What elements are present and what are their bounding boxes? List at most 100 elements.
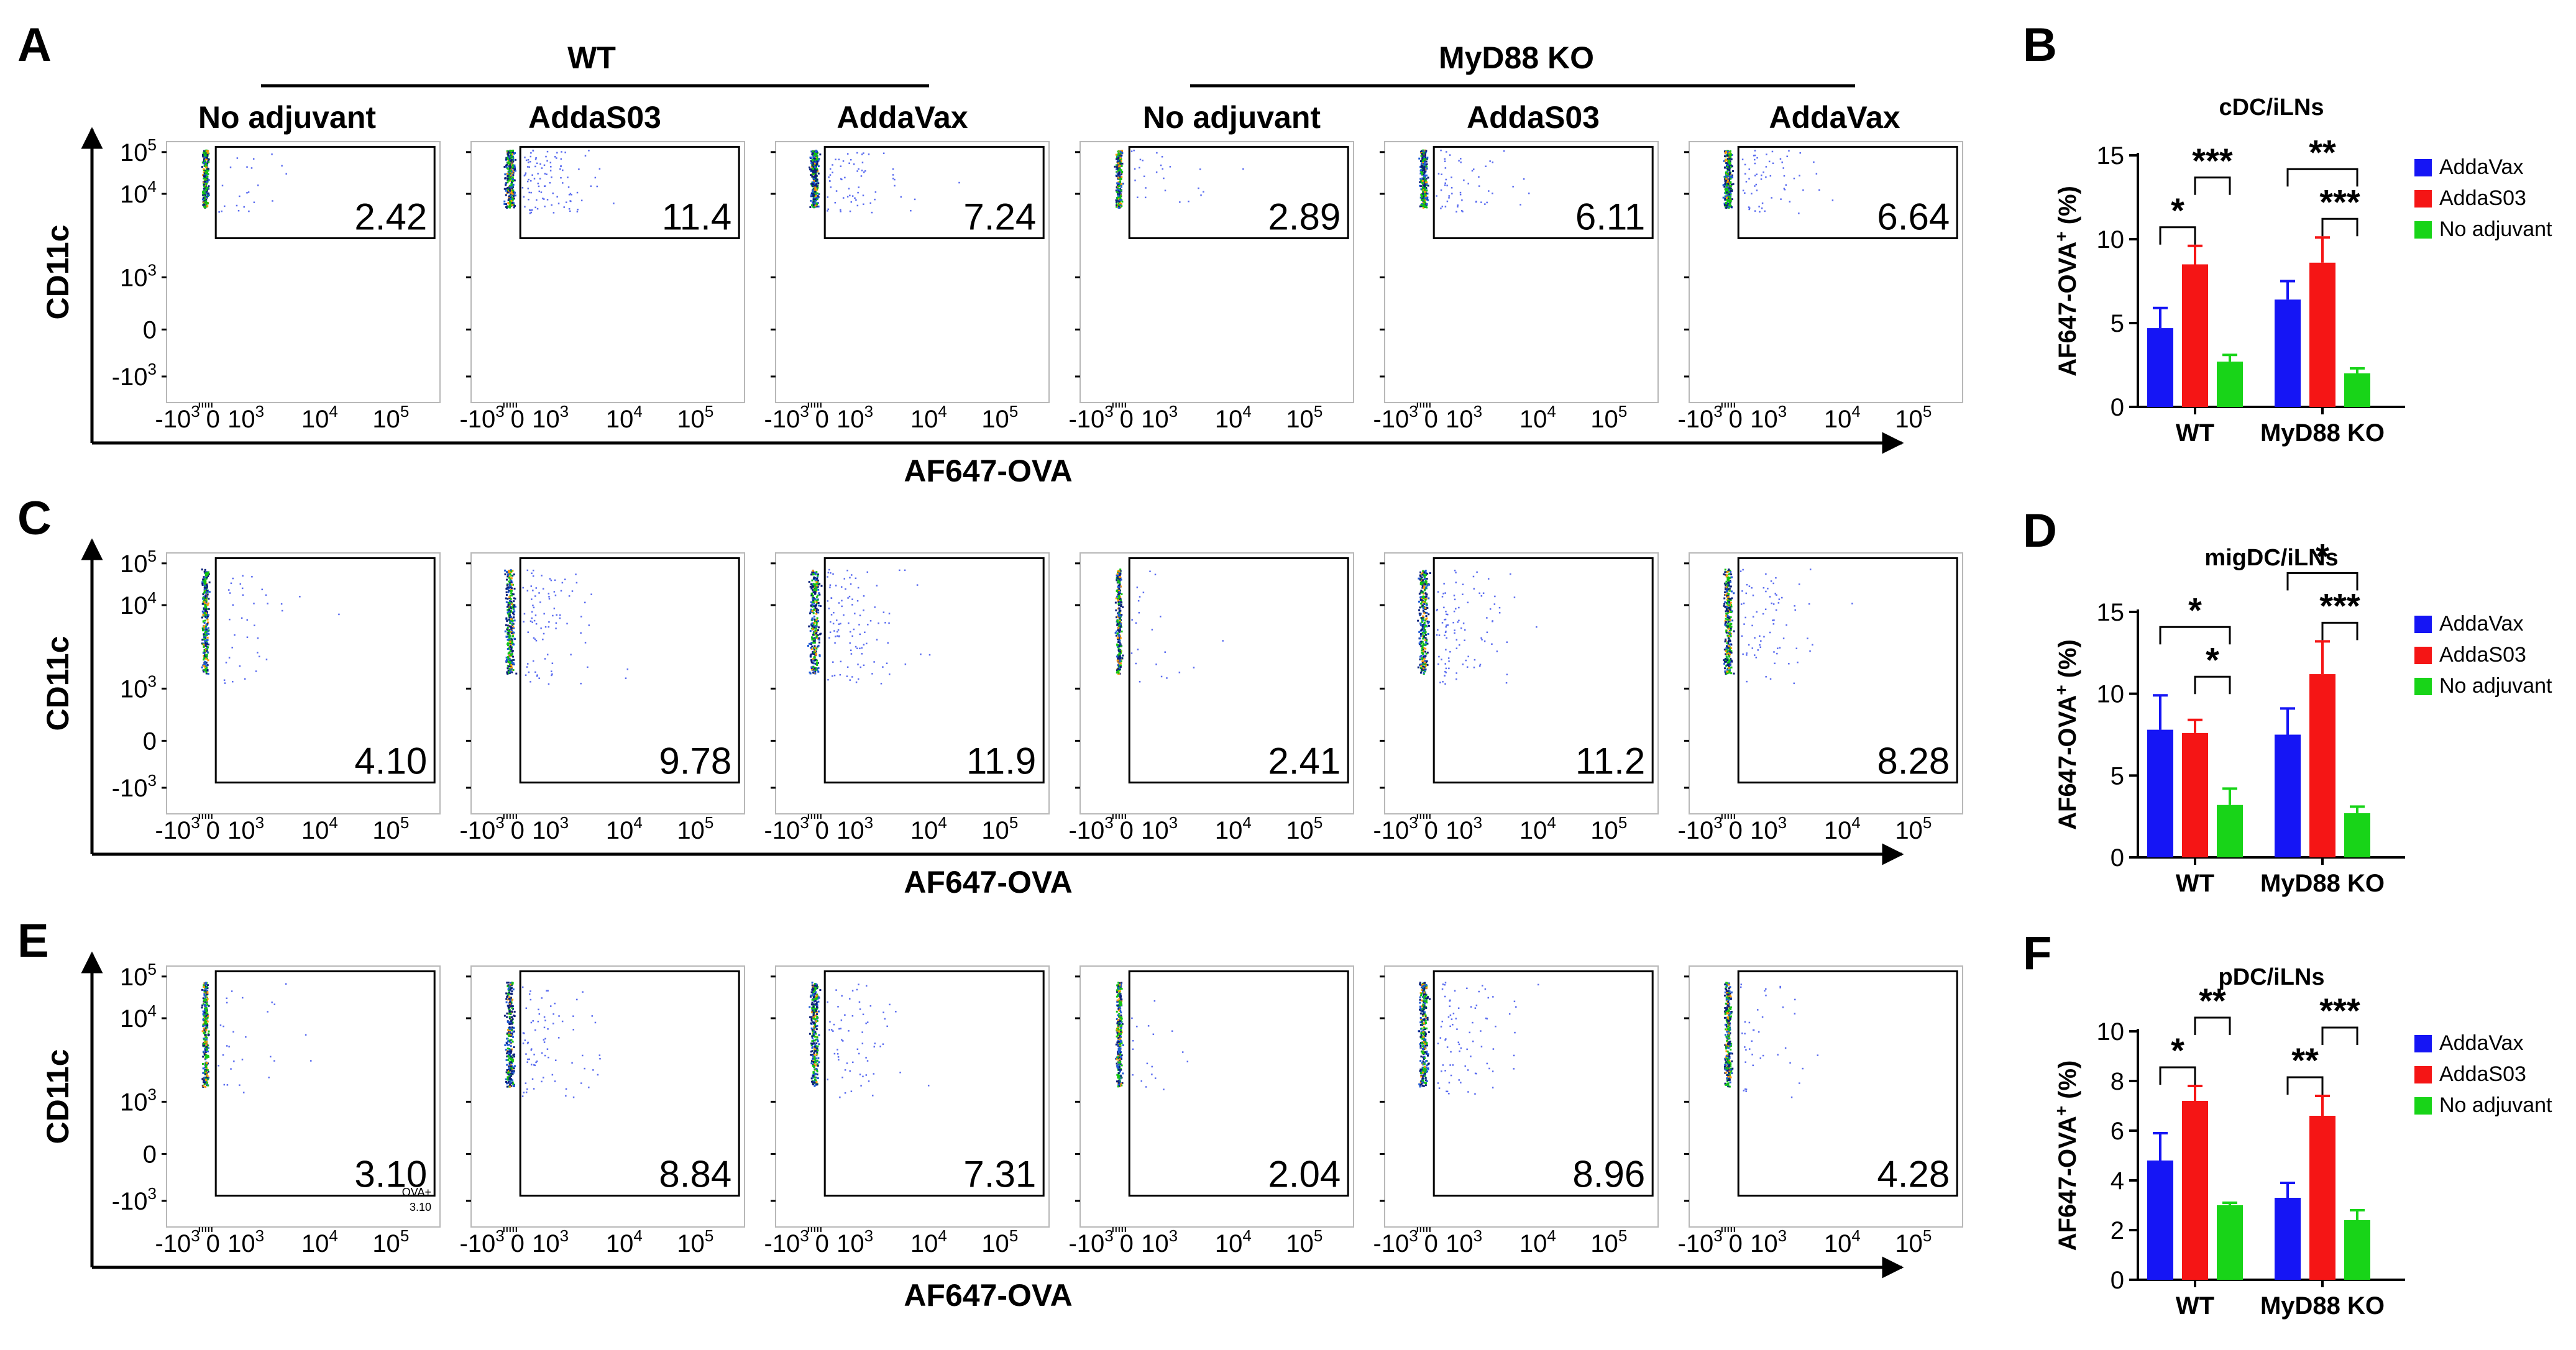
event-dot	[810, 583, 812, 585]
event-dot	[1120, 604, 1122, 606]
event-dot	[553, 591, 556, 593]
y-tick-label: 104	[120, 1001, 157, 1033]
event-dot	[524, 206, 526, 208]
event-dot	[512, 149, 515, 152]
event-dot	[246, 636, 249, 638]
event-dot	[202, 193, 204, 195]
event-dot	[874, 198, 876, 201]
event-dot	[1419, 185, 1421, 187]
event-dot	[1423, 156, 1425, 158]
event-dot	[203, 201, 205, 204]
event-dot	[1420, 171, 1423, 173]
event-dot	[511, 575, 514, 577]
x-tick-label: 104	[910, 813, 947, 844]
event-dot	[567, 186, 570, 188]
event-dot	[510, 649, 513, 652]
event-dot	[576, 191, 579, 194]
event-dot	[1496, 650, 1498, 652]
event-dot	[830, 597, 833, 599]
event-dot	[1728, 175, 1731, 178]
event-dot	[1422, 201, 1424, 204]
event-dot	[1725, 608, 1728, 610]
event-dot	[531, 621, 533, 623]
event-dot	[1486, 201, 1488, 204]
event-dot	[204, 181, 207, 184]
x-tick-label: 0	[1120, 817, 1134, 844]
event-dot	[1115, 199, 1117, 201]
event-dot	[1730, 206, 1733, 208]
event-dot	[511, 622, 514, 624]
event-dot	[506, 598, 509, 600]
event-dot	[205, 612, 208, 614]
event-dot	[1725, 610, 1727, 613]
event-dot	[811, 181, 814, 184]
event-dot	[1725, 206, 1728, 209]
event-dot	[850, 653, 853, 655]
condition-header-4: No adjuvant	[1143, 100, 1321, 135]
event-dot	[1116, 168, 1118, 171]
event-dot	[1725, 171, 1727, 173]
event-dot	[1528, 192, 1530, 194]
event-dot	[1420, 162, 1423, 165]
event-dot	[1459, 191, 1462, 194]
event-dot	[1115, 201, 1117, 204]
event-dot	[827, 576, 828, 578]
event-dot	[1117, 613, 1120, 616]
event-dot	[811, 603, 814, 606]
event-dot	[510, 185, 513, 188]
event-dot	[508, 570, 511, 573]
event-dot	[811, 571, 814, 573]
event-dot	[1117, 189, 1119, 192]
event-dot	[827, 600, 829, 602]
event-dot	[204, 619, 206, 622]
event-dot	[1163, 177, 1165, 180]
event-dot	[1729, 650, 1731, 653]
event-dot	[1754, 150, 1756, 152]
gate-value: 9.78	[659, 741, 731, 782]
event-dot	[810, 653, 812, 655]
event-dot	[854, 197, 856, 199]
event-dot	[1480, 595, 1483, 597]
event-dot	[1118, 164, 1121, 166]
event-dot	[527, 188, 529, 189]
event-dot	[507, 630, 510, 632]
event-dot	[1119, 570, 1122, 572]
event-dot	[1752, 595, 1754, 596]
event-dot	[1421, 196, 1423, 198]
event-dot	[509, 201, 511, 203]
event-dot	[529, 155, 532, 158]
event-dot	[1729, 619, 1731, 621]
event-dot	[1726, 176, 1729, 179]
event-dot	[587, 666, 589, 668]
event-dot	[1119, 582, 1121, 585]
event-dot	[1135, 662, 1137, 665]
event-dot	[1422, 579, 1424, 582]
event-dot	[813, 634, 815, 636]
event-dot	[1420, 204, 1423, 206]
event-dot	[1726, 623, 1729, 625]
event-dot	[1771, 150, 1774, 153]
event-dot	[1460, 627, 1462, 629]
event-dot	[1809, 650, 1811, 652]
event-dot	[203, 586, 206, 589]
event-dot	[848, 188, 850, 189]
event-dot	[1119, 152, 1122, 154]
event-dot	[1121, 593, 1123, 595]
event-dot	[227, 589, 230, 591]
event-dot	[204, 650, 207, 652]
event-dot	[914, 198, 916, 201]
event-dot	[1447, 657, 1450, 659]
event-dot	[204, 576, 207, 578]
event-dot	[863, 664, 865, 667]
event-dot	[512, 203, 515, 206]
event-dot	[1117, 570, 1119, 572]
event-dot	[1419, 172, 1422, 175]
event-dot	[1492, 192, 1493, 194]
event-dot	[1726, 590, 1728, 593]
event-dot	[1748, 585, 1751, 587]
event-dot	[553, 608, 556, 609]
event-dot	[1116, 155, 1119, 157]
panel-letter-d: D	[2023, 504, 2057, 557]
